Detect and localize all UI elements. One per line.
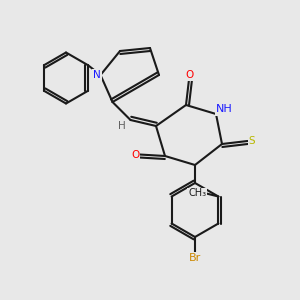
Text: Br: Br <box>189 253 201 263</box>
Text: H: H <box>118 121 126 131</box>
Text: NH: NH <box>216 104 233 115</box>
Text: CH₃: CH₃ <box>188 188 206 199</box>
Text: O: O <box>131 149 139 160</box>
Text: S: S <box>249 136 255 146</box>
Text: N: N <box>93 70 101 80</box>
Text: O: O <box>185 70 193 80</box>
